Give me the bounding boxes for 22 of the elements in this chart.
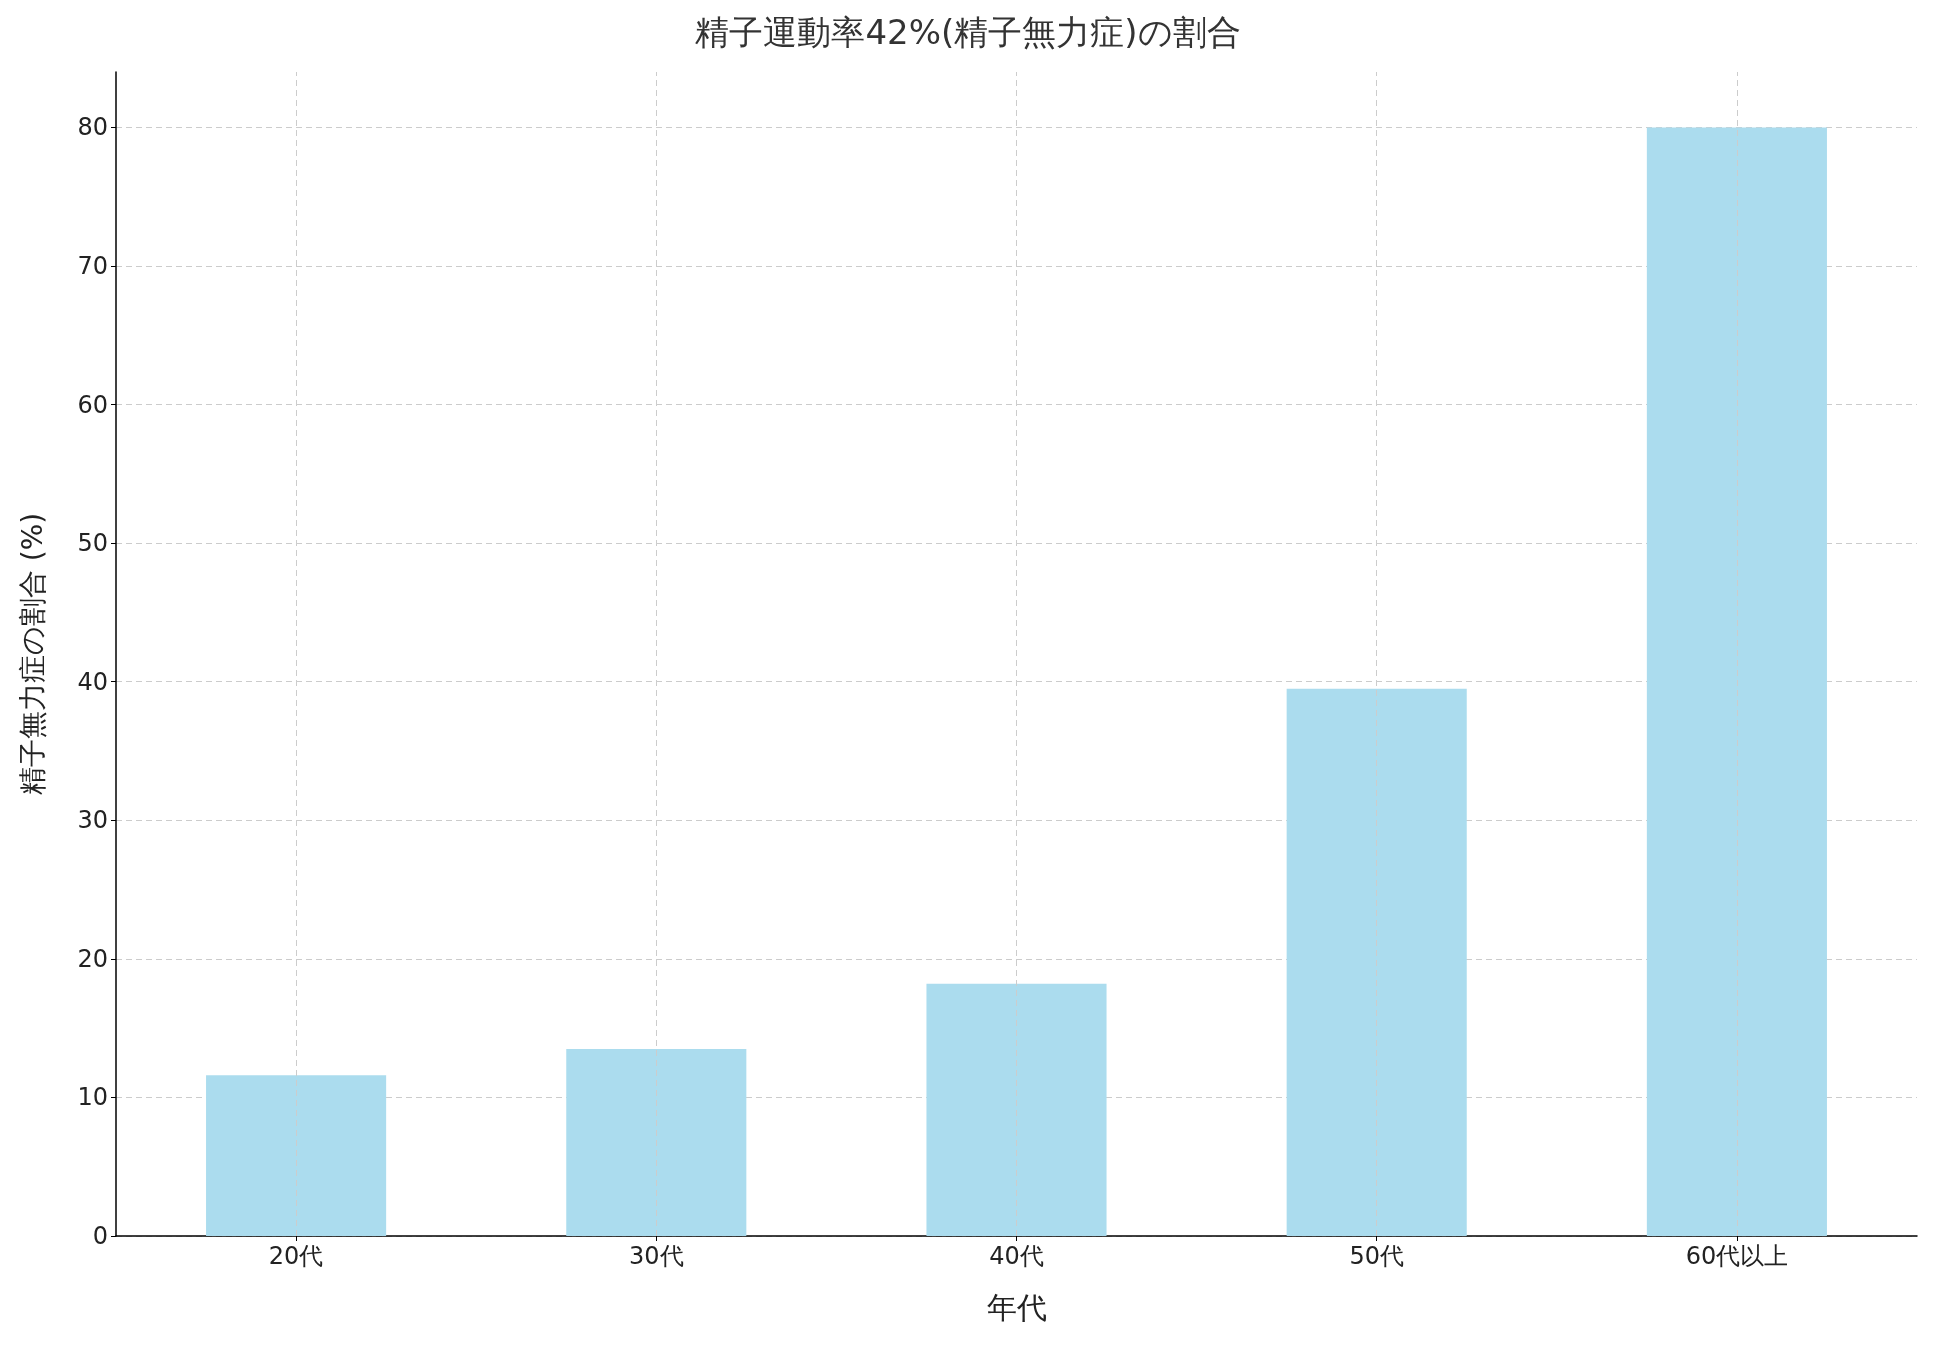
x-tick-label: 40代 [989, 1242, 1044, 1270]
bar [206, 1075, 387, 1236]
x-tick-label: 60代以上 [1685, 1242, 1789, 1270]
x-tick-label: 30代 [629, 1242, 684, 1270]
y-axis-title: 精子無力症の割合 (%) [15, 512, 49, 796]
x-axis-title: 年代 [986, 1289, 1047, 1325]
y-tick-label: 20 [77, 944, 108, 973]
bar [926, 983, 1107, 1236]
x-tick-label: 20代 [268, 1242, 324, 1270]
y-tick-label: 50 [77, 529, 108, 558]
y-tick-label: 0 [92, 1222, 108, 1250]
chart-title: 精子運動率42%(精子無力症)の割合 [695, 12, 1241, 52]
y-tick-label: 30 [77, 806, 108, 835]
y-tick-label: 80 [77, 113, 108, 142]
bar [566, 1048, 747, 1236]
y-tick-label: 60 [77, 390, 108, 419]
x-tick-label: 50代 [1349, 1242, 1404, 1270]
y-tick-label: 40 [77, 667, 108, 696]
y-tick-label: 70 [77, 252, 108, 280]
y-tick-label: 10 [77, 1083, 108, 1112]
bar [1646, 127, 1827, 1236]
bar [1286, 688, 1467, 1236]
